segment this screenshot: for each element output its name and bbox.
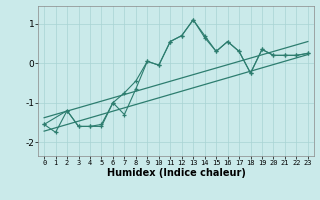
- X-axis label: Humidex (Indice chaleur): Humidex (Indice chaleur): [107, 168, 245, 178]
